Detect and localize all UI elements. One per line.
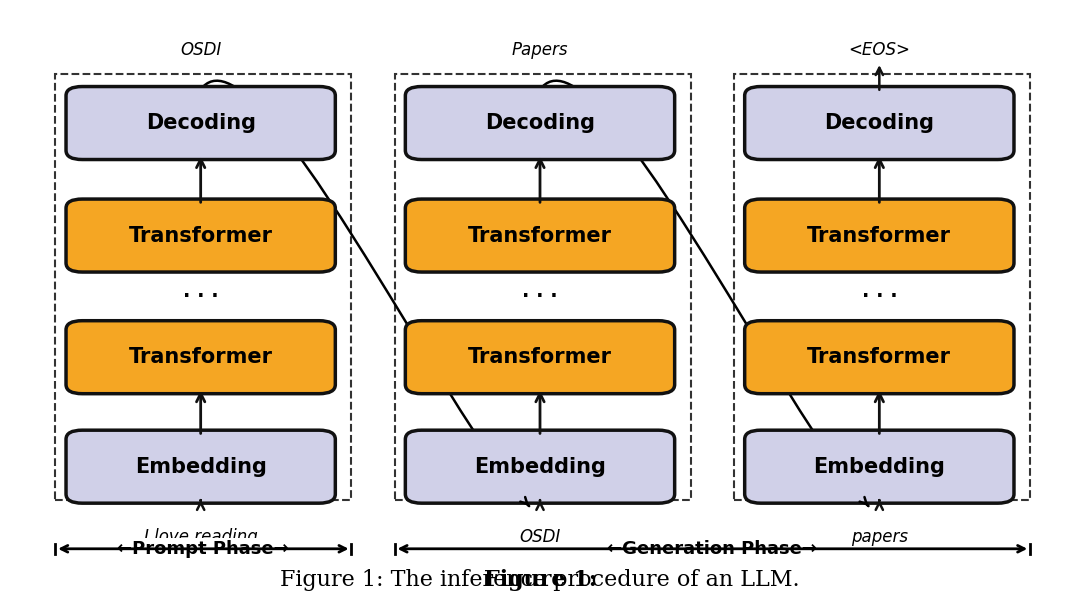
Text: Figure 1: The inference procedure of an LLM.: Figure 1: The inference procedure of an … (280, 569, 800, 591)
Text: ←Generation Phase→: ←Generation Phase→ (607, 540, 818, 558)
FancyBboxPatch shape (66, 87, 335, 159)
Text: Transformer: Transformer (129, 347, 272, 367)
FancyBboxPatch shape (745, 87, 1014, 159)
Text: Embedding: Embedding (474, 456, 606, 477)
Text: Transformer: Transformer (808, 347, 951, 367)
FancyBboxPatch shape (66, 430, 335, 503)
Bar (55, 75, 351, 500)
Text: Papers: Papers (512, 41, 568, 59)
FancyBboxPatch shape (405, 199, 675, 272)
FancyBboxPatch shape (745, 199, 1014, 272)
Text: Transformer: Transformer (808, 225, 951, 246)
Text: OSDI: OSDI (180, 41, 221, 59)
FancyBboxPatch shape (405, 430, 675, 503)
Text: Embedding: Embedding (813, 456, 945, 477)
FancyBboxPatch shape (745, 321, 1014, 393)
Text: Figure 1:: Figure 1: (484, 569, 596, 591)
Text: OSDI: OSDI (519, 527, 561, 546)
Bar (394, 75, 691, 500)
FancyBboxPatch shape (405, 321, 675, 393)
Text: <EOS>: <EOS> (849, 41, 910, 59)
Text: Decoding: Decoding (485, 113, 595, 133)
Text: Decoding: Decoding (824, 113, 934, 133)
Text: · · ·: · · · (523, 287, 557, 306)
Text: papers: papers (851, 527, 908, 546)
FancyBboxPatch shape (745, 430, 1014, 503)
FancyBboxPatch shape (66, 199, 335, 272)
Text: Transformer: Transformer (468, 347, 612, 367)
Text: · · ·: · · · (183, 287, 218, 306)
Text: Transformer: Transformer (129, 225, 272, 246)
Text: Transformer: Transformer (468, 225, 612, 246)
Bar (734, 75, 1030, 500)
FancyBboxPatch shape (66, 321, 335, 393)
FancyBboxPatch shape (405, 87, 675, 159)
Text: ←Prompt Phase→: ←Prompt Phase→ (118, 540, 289, 558)
Text: Decoding: Decoding (146, 113, 256, 133)
Text: · · ·: · · · (862, 287, 897, 306)
Text: I love reading: I love reading (144, 527, 257, 546)
Text: Embedding: Embedding (135, 456, 267, 477)
